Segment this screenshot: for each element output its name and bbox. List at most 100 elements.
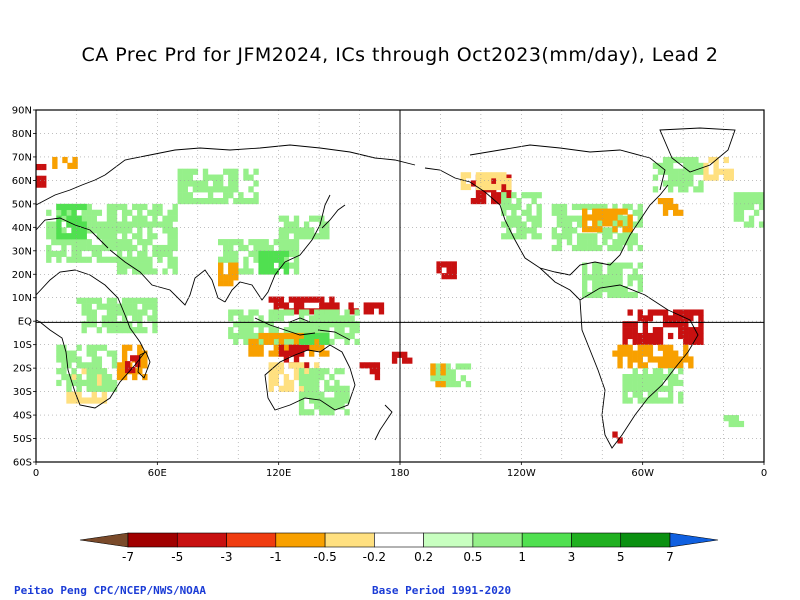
anomaly-region-21 bbox=[298, 332, 330, 345]
colorbar-label: 7 bbox=[666, 550, 674, 564]
anomaly-region-39 bbox=[657, 198, 684, 216]
y-axis-ticks: 90N 80N 70N 60N 50N 40N 30N 20N 10N EQ 10S 20S 30S 40… bbox=[12, 106, 36, 469]
x-tick-label: 60E bbox=[148, 468, 167, 479]
anomaly-region-34 bbox=[622, 309, 704, 345]
colorbar-box bbox=[176, 532, 227, 548]
anomaly-region-1 bbox=[116, 203, 178, 275]
y-tick-label: 40S bbox=[13, 411, 32, 422]
coastline-greenland bbox=[659, 127, 736, 173]
anomaly-region-16 bbox=[228, 309, 360, 345]
anomaly-region-13 bbox=[218, 262, 239, 287]
anomaly-region-5 bbox=[124, 355, 141, 374]
coastline-newzealand bbox=[374, 404, 393, 441]
coastline-alaska bbox=[424, 167, 571, 276]
colorbar-low-arrow bbox=[79, 532, 129, 548]
colorbar-box bbox=[374, 532, 424, 548]
x-tick-label: 120W bbox=[507, 468, 536, 479]
colorbar-high-arrow bbox=[669, 532, 719, 548]
colorbar-box bbox=[324, 532, 375, 548]
coastline-europe bbox=[35, 174, 109, 249]
coastline-madagascar bbox=[137, 351, 151, 379]
coastline-south-america bbox=[579, 284, 699, 449]
anomaly-region-9 bbox=[52, 156, 78, 169]
x-tick-label: 0 bbox=[33, 468, 39, 479]
anomaly-region-26 bbox=[436, 261, 457, 280]
credit-author: Peitao Peng CPC/NCEP/NWS/NOAA bbox=[14, 584, 207, 597]
anomaly-region-8 bbox=[36, 163, 47, 188]
coastline-australia bbox=[264, 344, 356, 411]
anomaly-region-22 bbox=[359, 362, 381, 381]
y-tick-label: 20S bbox=[13, 364, 32, 375]
anomaly-region-37 bbox=[612, 431, 623, 444]
x-tick-label: 120E bbox=[266, 468, 291, 479]
coastline-n-america-arctic bbox=[469, 144, 666, 191]
colorbar-label: -0.5 bbox=[313, 550, 336, 564]
y-tick-label: 80N bbox=[12, 129, 32, 140]
map-title: CA Prec Prd for JFM2024, ICs through Oct… bbox=[81, 44, 719, 66]
x-tick-label: 60W bbox=[631, 468, 654, 479]
anomaly-region-36 bbox=[622, 368, 684, 404]
y-tick-label: 50N bbox=[12, 199, 32, 210]
y-tick-label: 50S bbox=[13, 434, 32, 445]
y-tick-label: 20N bbox=[12, 270, 32, 281]
anomaly-region-18 bbox=[278, 344, 310, 369]
colorbar-box bbox=[521, 532, 572, 548]
coastline-arabia bbox=[109, 249, 226, 306]
y-tick-label: 40N bbox=[12, 223, 32, 234]
anomaly-region-41 bbox=[703, 156, 734, 181]
y-tick-label: 10N bbox=[12, 293, 32, 304]
coastline-arctic-eurasia bbox=[104, 144, 416, 176]
colorbar-label: 0.5 bbox=[463, 550, 482, 564]
colorbar-label: -1 bbox=[270, 550, 282, 564]
anomaly-region-3 bbox=[76, 297, 158, 334]
anomaly-region-40 bbox=[733, 192, 765, 228]
colorbar-label: 1 bbox=[518, 550, 526, 564]
anomaly-region-32 bbox=[582, 208, 633, 233]
colorbar-box bbox=[127, 532, 178, 548]
colorbar-label: 3 bbox=[568, 550, 576, 564]
y-tick-label: 30N bbox=[12, 246, 32, 257]
coastline-central-america bbox=[539, 267, 581, 301]
colorbar-label: -0.2 bbox=[363, 550, 386, 564]
x-tick-label: 0 bbox=[761, 468, 767, 479]
colorbar-label: -3 bbox=[221, 550, 233, 564]
y-tick-label: 10S bbox=[13, 340, 32, 351]
x-tick-label: 180 bbox=[390, 468, 409, 479]
colorbar-label: -5 bbox=[171, 550, 183, 564]
coastline-japan bbox=[321, 204, 346, 229]
y-tick-label: 90N bbox=[12, 106, 32, 117]
colorbar-label: -7 bbox=[122, 550, 134, 564]
colorbar-label: 0.2 bbox=[414, 550, 433, 564]
y-tick-label: 60S bbox=[13, 458, 32, 469]
anomaly-region-2 bbox=[56, 203, 87, 240]
y-tick-label: 60N bbox=[12, 176, 32, 187]
anomaly-region-15 bbox=[348, 302, 385, 315]
anomaly-region-29 bbox=[460, 172, 512, 191]
anomaly-region-11 bbox=[258, 250, 290, 275]
anomaly-region-12 bbox=[278, 215, 330, 240]
colorbar-box bbox=[571, 532, 622, 548]
colorbar-label: 5 bbox=[617, 550, 625, 564]
anomaly-region-20 bbox=[298, 368, 350, 416]
anomaly-region-7 bbox=[56, 344, 118, 392]
colorbar-box bbox=[275, 532, 326, 548]
coastline-asia bbox=[224, 194, 331, 303]
anomaly-region-33 bbox=[582, 262, 643, 299]
anomaly-region-25 bbox=[430, 363, 446, 388]
colorbar-box bbox=[472, 532, 523, 548]
anomaly-region-30 bbox=[501, 192, 542, 240]
anomaly-region-35 bbox=[612, 344, 694, 369]
colorbar-box bbox=[226, 532, 277, 548]
anomaly-region-42 bbox=[723, 415, 745, 428]
y-tick-label: 70N bbox=[12, 152, 32, 163]
colorbar-box bbox=[620, 532, 671, 548]
credit-base-period: Base Period 1991-2020 bbox=[372, 584, 512, 597]
y-tick-label: EQ bbox=[18, 317, 32, 328]
anomaly-fill-layer bbox=[36, 156, 765, 444]
x-axis-ticks: 0 60E 120E 180 120W 60W 0 bbox=[33, 462, 767, 479]
colorbar: -7 -5 -3 -1 -0.5 -0.2 0.2 0.5 1 3 5 7 bbox=[79, 532, 719, 564]
colorbar-box bbox=[423, 532, 474, 548]
y-tick-label: 30S bbox=[13, 387, 32, 398]
anomaly-region-27 bbox=[177, 168, 259, 205]
